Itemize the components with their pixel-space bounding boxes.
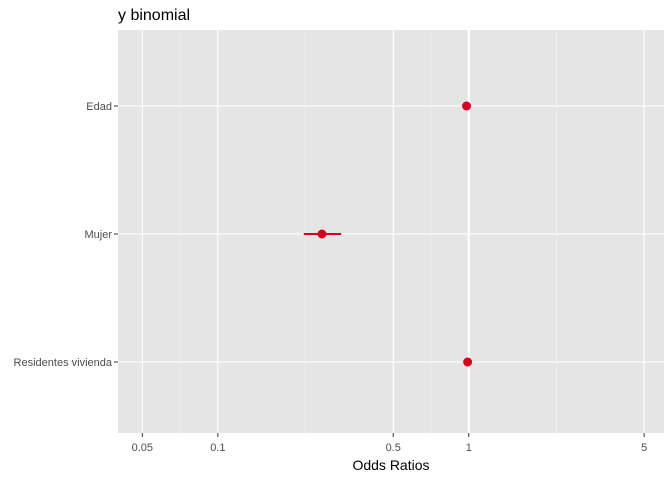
- y-tick-label: Mujer: [84, 229, 112, 241]
- x-axis-title: Odds Ratios: [352, 457, 429, 473]
- y-tick-label: Edad: [86, 101, 112, 113]
- x-tick-label: 0.1: [210, 442, 225, 454]
- estimate-point: [317, 229, 327, 239]
- chart-title: y binomial: [118, 7, 190, 24]
- estimate-point: [463, 357, 473, 367]
- x-tick-label: 5: [641, 442, 647, 454]
- x-tick-label: 0.5: [386, 442, 401, 454]
- x-tick-label: 0.05: [132, 442, 153, 454]
- estimate-point: [462, 101, 472, 111]
- plot-panel: [118, 30, 664, 433]
- y-tick-label: Residentes vivienda: [14, 357, 113, 369]
- x-tick-label: 1: [466, 442, 472, 454]
